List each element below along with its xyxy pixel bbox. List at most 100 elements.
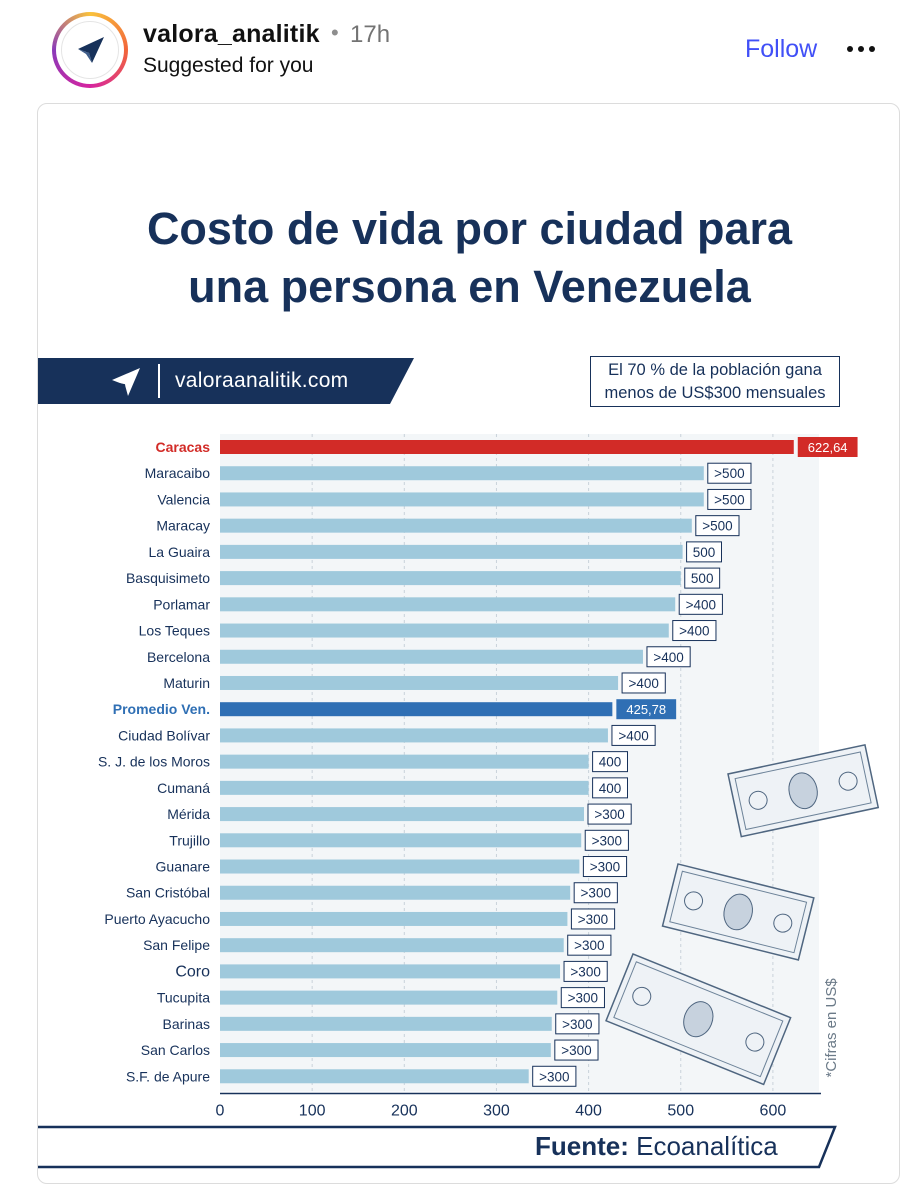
category-label: San Carlos <box>141 1042 210 1058</box>
category-label: Maracaibo <box>145 465 211 481</box>
chart-title: Costo de vida por ciudad para una person… <box>38 200 899 316</box>
bar <box>220 544 683 559</box>
value-label-box <box>611 724 656 746</box>
unit-note: *Cifras en US$ <box>823 978 840 1078</box>
value-label-box <box>686 541 722 563</box>
value-label-box <box>554 1039 599 1061</box>
category-label: Puerto Ayacucho <box>104 911 210 927</box>
source-value: Ecoanalítica <box>636 1131 778 1161</box>
bar <box>220 1069 529 1084</box>
banknote-icon <box>727 744 880 838</box>
banknotes-illustration <box>605 744 880 1086</box>
x-tick-label: 400 <box>575 1103 602 1120</box>
valora-brand-icon <box>112 368 140 396</box>
bar <box>220 938 564 953</box>
bar <box>220 859 580 874</box>
bar <box>220 597 676 612</box>
value-label: 400 <box>599 781 622 796</box>
bar <box>220 990 558 1005</box>
value-label-box <box>584 829 629 851</box>
value-label-box <box>567 934 612 956</box>
post-image[interactable]: Costo de vida por ciudad para una person… <box>37 103 900 1184</box>
value-label-box <box>684 567 721 589</box>
brand-separator <box>158 364 160 398</box>
value-label: 500 <box>691 571 714 586</box>
value-label: 622,64 <box>808 440 848 455</box>
x-tick-label: 300 <box>483 1103 510 1120</box>
value-label: 400 <box>599 755 622 770</box>
value-label: >300 <box>581 886 611 901</box>
value-label: >500 <box>714 466 744 481</box>
category-label: Caracas <box>156 439 211 455</box>
category-label: Los Teques <box>139 623 210 639</box>
category-label: Guanare <box>156 859 211 875</box>
bar <box>220 649 643 664</box>
value-label-box <box>707 462 752 484</box>
value-label-box <box>646 646 691 668</box>
value-label-box <box>678 593 723 615</box>
chart-title-line-2: una persona en Venezuela <box>188 261 751 312</box>
value-label-box <box>695 515 740 537</box>
value-label-box <box>560 987 605 1009</box>
value-label: >300 <box>562 1017 592 1032</box>
value-label: >400 <box>679 624 709 639</box>
more-options-icon[interactable] <box>845 38 877 58</box>
value-label: >300 <box>578 912 608 927</box>
value-label-box <box>573 882 618 904</box>
footer-banner <box>38 1125 837 1169</box>
bar <box>220 623 669 638</box>
username[interactable]: valora_analitik <box>143 20 320 48</box>
category-label: San Felipe <box>143 937 210 953</box>
category-label: Porlamar <box>153 596 210 612</box>
post-time: 17h <box>350 21 391 48</box>
bar-chart: Caracas 622,64 Maracaibo >500 Valencia >500 Ma… <box>98 434 880 1120</box>
value-label-box <box>672 620 717 642</box>
value-label: >300 <box>594 807 624 822</box>
income-note: El 70 % de la población gana menos de US… <box>590 356 840 407</box>
value-label: 425,78 <box>626 702 666 717</box>
value-label-box <box>592 777 628 799</box>
follow-button[interactable]: Follow <box>745 35 818 63</box>
value-label: >500 <box>702 519 732 534</box>
value-label-box <box>563 960 608 982</box>
avatar[interactable] <box>52 12 128 88</box>
value-label: >300 <box>539 1069 569 1084</box>
banknote-icon <box>661 863 815 961</box>
bar <box>220 1043 551 1058</box>
value-label-box <box>621 672 666 694</box>
value-label: >400 <box>653 650 683 665</box>
category-label: Bercelona <box>147 649 210 665</box>
category-label: Basquisimeto <box>126 570 210 586</box>
bar <box>220 780 589 795</box>
bar <box>220 754 589 769</box>
category-label: Mérida <box>167 806 210 822</box>
category-label: Tucupita <box>157 990 210 1006</box>
x-tick-label: 0 <box>216 1103 225 1120</box>
source-credit: Fuente: Ecoanalítica <box>535 1131 778 1162</box>
value-label-box <box>582 856 628 878</box>
bar <box>220 885 571 900</box>
bar <box>220 466 704 481</box>
bar <box>220 675 619 690</box>
value-label-box <box>570 908 616 930</box>
category-label: S. J. de los Moros <box>98 754 210 770</box>
category-label: S.F. de Apure <box>126 1068 210 1084</box>
bar <box>220 492 704 507</box>
bar <box>220 833 582 848</box>
category-label: Coro <box>175 963 210 980</box>
source-label: Fuente: <box>535 1131 629 1161</box>
value-label-box <box>616 699 677 720</box>
bar <box>220 807 584 822</box>
value-label: >400 <box>618 728 648 743</box>
chart-title-line-1: Costo de vida por ciudad para <box>146 203 793 254</box>
value-label: >300 <box>570 964 600 979</box>
bar <box>220 571 681 586</box>
value-label-box <box>555 1013 600 1035</box>
bar <box>220 964 561 979</box>
value-label-box <box>532 1065 577 1087</box>
income-note-line-2: menos de US$300 mensuales <box>604 384 826 402</box>
value-label: >400 <box>628 676 658 691</box>
category-label: La Guaira <box>149 544 211 560</box>
value-label: >300 <box>592 833 622 848</box>
value-label-box <box>797 437 858 457</box>
